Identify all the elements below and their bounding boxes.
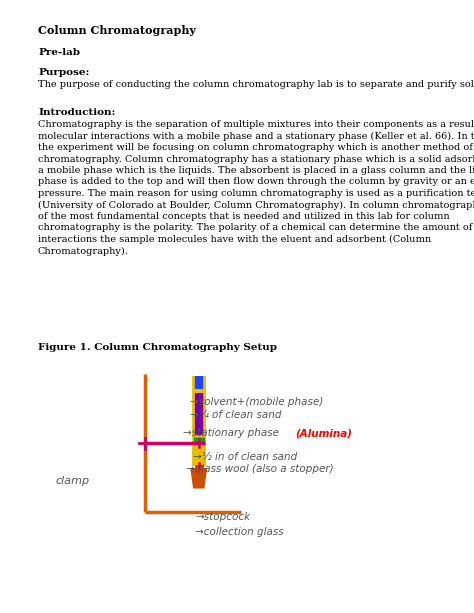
Text: molecular interactions with a mobile phase and a stationary phase (Keller et al.: molecular interactions with a mobile pha… (38, 132, 474, 140)
Text: Introduction:: Introduction: (38, 108, 115, 117)
Text: Column Chromatography: Column Chromatography (38, 25, 196, 36)
Text: Pre-lab: Pre-lab (38, 48, 80, 57)
Text: →stopcock: →stopcock (195, 512, 250, 522)
Text: chromatography. Column chromatography has a stationary phase which is a solid ad: chromatography. Column chromatography ha… (38, 154, 474, 164)
Text: chromatography is the polarity. The polarity of a chemical can determine the amo: chromatography is the polarity. The pola… (38, 224, 473, 232)
Text: →½ in of clean sand: →½ in of clean sand (193, 452, 297, 462)
Text: pressure. The main reason for using column chromatography is used as a purificat: pressure. The main reason for using colu… (38, 189, 474, 198)
Text: clamp: clamp (55, 476, 89, 486)
Text: →collection glass: →collection glass (195, 527, 283, 537)
Text: →glass wool (also a stopper): →glass wool (also a stopper) (186, 464, 334, 474)
Text: Chromatography is the separation of multiple mixtures into their components as a: Chromatography is the separation of mult… (38, 120, 474, 129)
Text: →stationary phase: →stationary phase (183, 428, 282, 438)
Text: Figure 1. Column Chromatography Setup: Figure 1. Column Chromatography Setup (38, 343, 277, 352)
Text: (University of Colorado at Boulder, Column Chromatography). In column chromatogr: (University of Colorado at Boulder, Colu… (38, 200, 474, 210)
Text: (Alumina): (Alumina) (295, 428, 352, 438)
Text: the experiment will be focusing on column chromatography which is another method: the experiment will be focusing on colum… (38, 143, 473, 152)
Text: Chromatography).: Chromatography). (38, 246, 129, 256)
Text: →solvent+(mobile phase): →solvent+(mobile phase) (190, 397, 323, 407)
Text: of the most fundamental concepts that is needed and utilized in this lab for col: of the most fundamental concepts that is… (38, 212, 450, 221)
Text: The purpose of conducting the column chromatography lab is to separate and purif: The purpose of conducting the column chr… (38, 80, 474, 89)
Text: Purpose:: Purpose: (38, 68, 90, 77)
Text: phase is added to the top and will then flow down through the column by gravity : phase is added to the top and will then … (38, 178, 474, 186)
Text: interactions the sample molecules have with the eluent and adsorbent (Column: interactions the sample molecules have w… (38, 235, 431, 244)
Polygon shape (191, 468, 207, 488)
Text: →¼ of clean sand: →¼ of clean sand (190, 410, 282, 420)
Text: a mobile phase which is the liquids. The absorbent is placed in a glass column a: a mobile phase which is the liquids. The… (38, 166, 474, 175)
